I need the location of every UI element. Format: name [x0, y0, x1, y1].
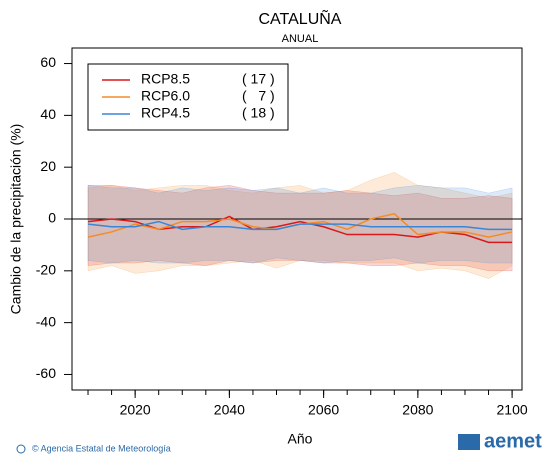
spread-band — [87, 185, 513, 272]
footer-icon — [16, 444, 26, 454]
y-tick-label: 40 — [40, 106, 56, 122]
chart-subtitle: ANUAL — [282, 33, 319, 45]
legend-label: RCP6.0 — [141, 88, 190, 104]
legend-label: RCP8.5 — [141, 71, 190, 87]
x-tick-label: 2040 — [214, 402, 245, 418]
y-axis-label: Cambio de la precipitación (%) — [8, 124, 24, 315]
y-tick-label: 0 — [48, 210, 56, 226]
y-tick-label: 20 — [40, 158, 56, 174]
legend-note: ( 17 ) — [242, 71, 275, 87]
chart-title: CATALUÑA — [259, 8, 342, 28]
y-tick-label: 60 — [40, 54, 56, 70]
x-tick-label: 2100 — [497, 402, 528, 418]
x-axis-label: Año — [288, 431, 313, 447]
y-tick-label: -20 — [36, 262, 56, 278]
spread-band — [87, 172, 513, 279]
legend-note: ( 7 ) — [242, 88, 275, 104]
x-tick-label: 2080 — [402, 402, 433, 418]
logo-text: aemet — [484, 430, 542, 452]
footer-text: © Agencia Estatal de Meteorología — [32, 443, 171, 453]
x-tick-label: 2020 — [120, 402, 151, 418]
legend-note: ( 18 ) — [242, 105, 275, 121]
logo-icon — [458, 434, 480, 450]
series-line — [87, 220, 513, 231]
legend-label: RCP4.5 — [141, 105, 190, 121]
y-tick-label: -60 — [36, 365, 56, 381]
y-tick-label: -40 — [36, 313, 56, 329]
x-tick-label: 2060 — [308, 402, 339, 418]
